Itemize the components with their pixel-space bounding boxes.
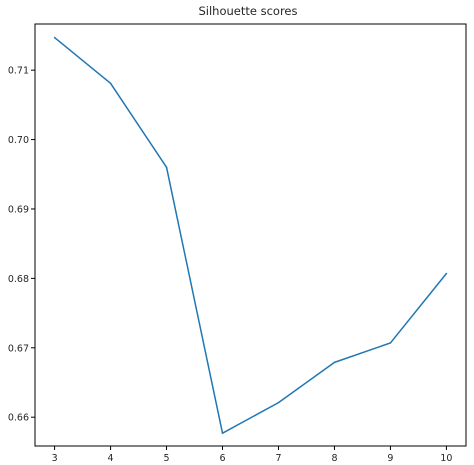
data-point	[165, 166, 168, 169]
y-tick-label: 0.71	[8, 66, 29, 77]
x-tick-label: 10	[440, 453, 452, 464]
y-tick-label: 0.67	[8, 343, 29, 354]
data-point	[277, 401, 280, 404]
data-point	[445, 272, 448, 275]
x-tick-label: 9	[387, 453, 393, 464]
x-tick-label: 7	[275, 453, 281, 464]
x-tick-label: 3	[52, 453, 58, 464]
axis-ticks: 3 4 5 6 7 8 9 10 0.66 0.67 0.68 0.69 0.70 0.71	[8, 66, 453, 464]
x-tick-label: 8	[331, 453, 337, 464]
data-point	[109, 82, 112, 85]
plot-frame	[34, 23, 467, 447]
x-tick-label: 5	[164, 453, 170, 464]
series-line	[54, 36, 447, 434]
y-tick-label: 0.68	[8, 274, 29, 285]
chart-title: Silhouette scores	[198, 4, 297, 18]
y-tick-label: 0.69	[8, 204, 29, 215]
x-tick-label: 4	[108, 453, 114, 464]
data-point	[53, 36, 56, 39]
data-point	[333, 361, 336, 364]
y-tick-label: 0.66	[8, 413, 29, 424]
x-tick-label: 6	[219, 453, 225, 464]
series-group	[53, 36, 448, 434]
data-point	[221, 432, 224, 434]
data-point	[389, 342, 392, 344]
y-tick-label: 0.70	[8, 135, 29, 146]
